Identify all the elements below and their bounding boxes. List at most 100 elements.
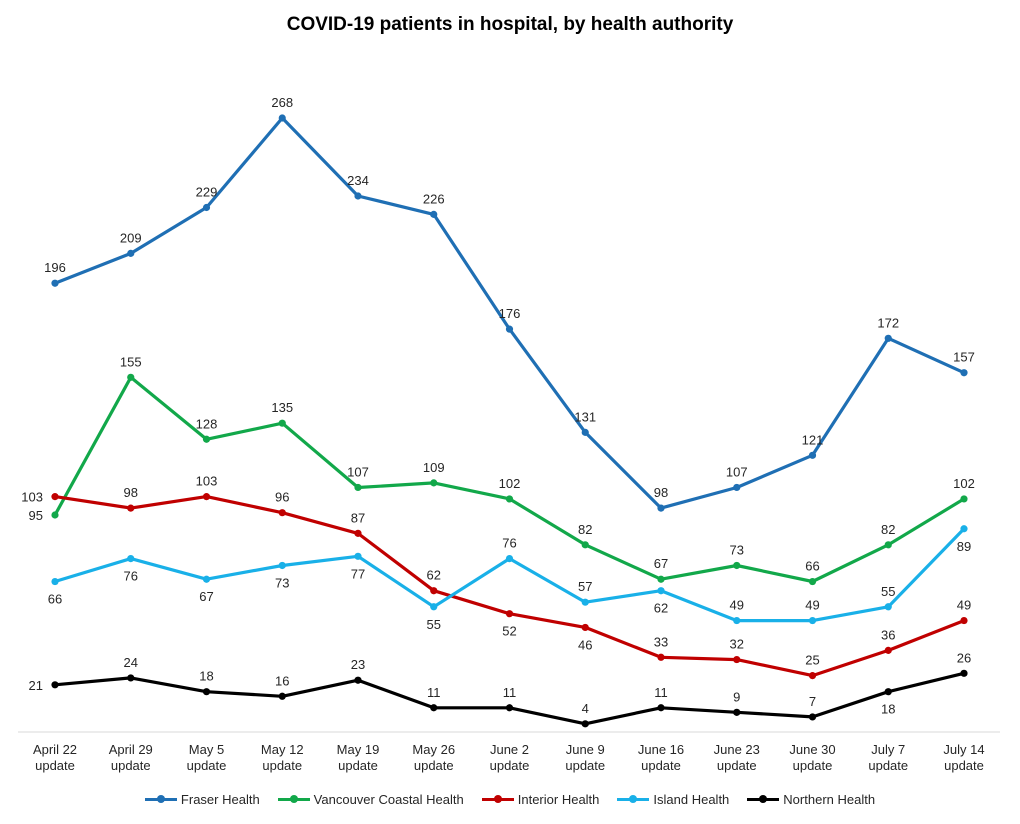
northern-health-data-label: 11 xyxy=(427,685,441,700)
fraser-health-data-label: 176 xyxy=(499,306,521,321)
legend-item-vancouver-coastal-health: Vancouver Coastal Health xyxy=(277,792,464,807)
northern-health-data-label: 7 xyxy=(809,694,816,709)
northern-health-point xyxy=(960,669,968,677)
northern-health-data-label: 16 xyxy=(275,673,289,688)
island-health-point xyxy=(202,575,211,583)
interior-health-data-label: 52 xyxy=(502,624,516,639)
northern-health-point xyxy=(354,676,362,684)
legend-label: Island Health xyxy=(653,792,730,807)
island-health-point xyxy=(278,561,286,570)
island-health-data-label: 55 xyxy=(427,617,441,632)
vancouver-coastal-health-point xyxy=(430,479,438,487)
interior-health-point xyxy=(278,509,286,517)
island-health-point xyxy=(733,616,741,625)
northern-health-point xyxy=(505,704,514,712)
interior-health-point xyxy=(354,529,362,537)
northern-health-data-label: 11 xyxy=(503,685,517,700)
island-health-point xyxy=(505,554,514,563)
vancouver-coastal-health-data-label: 155 xyxy=(120,354,142,369)
fraser-health-data-label: 226 xyxy=(423,191,445,206)
fraser-health-point xyxy=(354,192,362,200)
vancouver-coastal-health-data-label: 135 xyxy=(271,400,293,415)
island-health-point xyxy=(430,603,438,611)
vancouver-coastal-health-data-label: 95 xyxy=(29,508,43,523)
x-tick-label: July 14 update xyxy=(943,742,984,773)
vancouver-coastal-health-data-label: 102 xyxy=(499,476,521,491)
x-tick-label: May 19 update xyxy=(337,742,380,773)
island-health-series xyxy=(51,525,968,625)
legend-swatch xyxy=(144,795,177,803)
vancouver-coastal-health-point xyxy=(581,541,589,549)
interior-health-point xyxy=(657,653,665,661)
fraser-health-point xyxy=(278,114,286,122)
vancouver-coastal-health-data-label: 66 xyxy=(805,559,819,574)
interior-health-data-label: 103 xyxy=(21,490,43,505)
island-health-data-label: 49 xyxy=(730,598,744,613)
fraser-health-data-label: 234 xyxy=(347,173,369,188)
northern-health-data-label: 26 xyxy=(957,650,971,665)
northern-health-series xyxy=(51,669,968,728)
legend-swatch xyxy=(617,795,650,803)
x-tick-label: June 30 update xyxy=(789,742,835,773)
vancouver-coastal-health-point xyxy=(278,419,286,427)
data-labels: 1962092292682342261761319810712117215795… xyxy=(21,95,975,717)
interior-health-point xyxy=(733,655,741,664)
vancouver-coastal-health-point xyxy=(733,561,741,570)
legend-swatch xyxy=(277,795,310,803)
vancouver-coastal-health-data-label: 82 xyxy=(881,522,895,537)
northern-health-point xyxy=(808,713,817,721)
x-tick-label: April 22 update xyxy=(33,742,77,773)
legend-swatch xyxy=(747,795,780,803)
vancouver-coastal-health-point xyxy=(505,495,514,503)
island-health-data-label: 49 xyxy=(805,598,819,613)
fraser-health-point xyxy=(430,210,438,218)
legend-label: Fraser Health xyxy=(180,792,260,807)
fraser-health-data-label: 196 xyxy=(44,260,66,275)
island-health-point xyxy=(51,577,59,586)
northern-health-data-label: 4 xyxy=(582,701,589,716)
interior-health-data-label: 62 xyxy=(427,568,441,583)
vancouver-coastal-health-data-label: 67 xyxy=(654,556,668,571)
x-tick-label: May 26 update xyxy=(412,742,455,773)
interior-health-point xyxy=(808,672,817,680)
interior-health-data-label: 25 xyxy=(805,653,819,668)
fraser-health-series xyxy=(51,114,968,512)
northern-health-point xyxy=(51,681,59,689)
fraser-health-data-label: 107 xyxy=(726,464,748,479)
legend-label: Northern Health xyxy=(783,792,876,807)
fraser-health-data-label: 131 xyxy=(574,409,596,424)
chart-title: COVID-19 patients in hospital, by health… xyxy=(286,14,734,35)
island-health-point xyxy=(657,587,665,595)
fraser-health-data-label: 209 xyxy=(120,230,142,245)
vancouver-coastal-health-data-label: 128 xyxy=(196,416,218,431)
interior-health-point xyxy=(51,493,59,501)
vancouver-coastal-health-point xyxy=(51,511,59,519)
northern-health-point xyxy=(278,692,286,700)
x-axis-ticks: April 22 update April 29 update May 5 update M… xyxy=(33,742,985,773)
interior-health-point xyxy=(127,504,135,512)
northern-health-point xyxy=(202,688,211,696)
interior-health-point xyxy=(581,623,589,632)
northern-health-point xyxy=(430,704,438,712)
interior-health-point xyxy=(202,493,211,501)
interior-health-point xyxy=(884,646,892,654)
fraser-health-point xyxy=(202,203,211,212)
vancouver-coastal-health-data-label: 102 xyxy=(953,476,975,491)
legend-item-fraser-health: Fraser Health xyxy=(144,792,260,807)
vancouver-coastal-health-data-label: 82 xyxy=(578,522,592,537)
island-health-data-label: 67 xyxy=(199,589,213,604)
fraser-health-point xyxy=(884,334,892,342)
northern-health-data-label: 23 xyxy=(351,657,365,672)
series-layer xyxy=(51,114,968,728)
interior-health-data-label: 36 xyxy=(881,627,895,642)
vancouver-coastal-health-data-label: 73 xyxy=(730,542,744,557)
fraser-health-data-label: 121 xyxy=(802,432,824,447)
vancouver-coastal-health-data-label: 109 xyxy=(423,460,445,475)
island-health-point xyxy=(808,616,817,625)
interior-health-data-label: 32 xyxy=(730,637,744,652)
x-tick-label: July 7 update xyxy=(868,742,908,773)
fraser-health-point xyxy=(51,279,59,287)
fraser-health-point xyxy=(581,428,589,436)
island-health-data-label: 73 xyxy=(275,575,289,590)
northern-health-point xyxy=(581,720,589,728)
